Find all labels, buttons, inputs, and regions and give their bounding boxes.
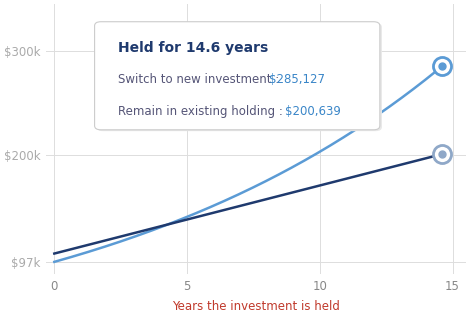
- FancyBboxPatch shape: [94, 22, 380, 130]
- Text: Remain in existing holding :: Remain in existing holding :: [118, 106, 286, 119]
- X-axis label: Years the investment is held: Years the investment is held: [172, 300, 340, 313]
- Text: $285,127: $285,127: [269, 73, 325, 86]
- Text: $200,639: $200,639: [285, 106, 341, 119]
- Text: Held for 14.6 years: Held for 14.6 years: [118, 41, 268, 55]
- Text: Switch to new investment :: Switch to new investment :: [118, 73, 282, 86]
- FancyBboxPatch shape: [97, 23, 382, 131]
